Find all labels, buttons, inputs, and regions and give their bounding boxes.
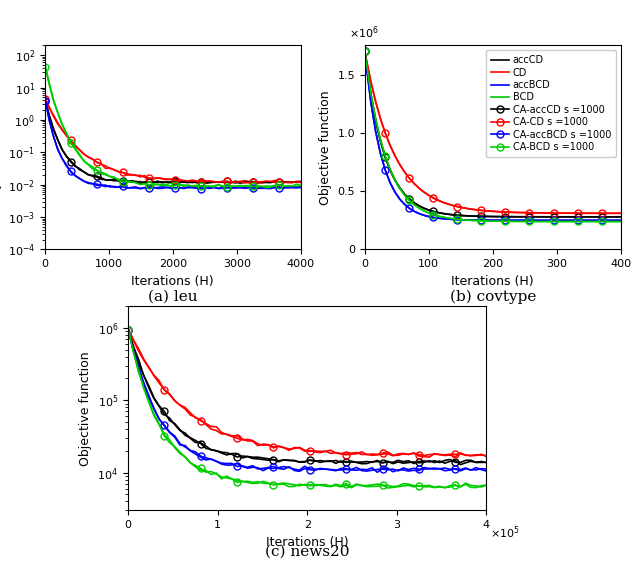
accCD xyxy=(387,167,394,174)
Line: CA-accBCD s =1000: CA-accBCD s =1000 xyxy=(362,48,624,224)
CD xyxy=(454,203,461,210)
CA-CD s =1000 xyxy=(420,189,428,196)
CA-CD s =1000 xyxy=(588,210,596,217)
CA-accCD s =1000 xyxy=(361,48,369,54)
accBCD xyxy=(454,216,461,223)
accBCD xyxy=(406,205,413,211)
accCD xyxy=(454,212,461,219)
CA-CD s =1000 xyxy=(406,175,413,181)
Text: (c) news20: (c) news20 xyxy=(265,544,349,558)
BCD xyxy=(387,166,394,173)
Text: $\times10^5$: $\times10^5$ xyxy=(490,524,520,541)
CA-CD s =1000 xyxy=(454,203,461,210)
BCD xyxy=(617,218,625,225)
BCD xyxy=(612,218,620,225)
CA-accBCD s =1000 xyxy=(406,205,413,211)
CD xyxy=(617,210,625,217)
CA-accBCD s =1000 xyxy=(361,48,369,54)
accBCD xyxy=(612,217,620,224)
CA-accBCD s =1000 xyxy=(387,179,394,186)
CA-accCD s =1000 xyxy=(617,213,625,220)
X-axis label: Iterations (H): Iterations (H) xyxy=(451,275,534,288)
CA-BCD s =1000 xyxy=(361,48,369,54)
CA-BCD s =1000 xyxy=(406,197,413,204)
CA-BCD s =1000 xyxy=(617,218,625,225)
Text: $\times10^6$: $\times10^6$ xyxy=(349,25,380,41)
X-axis label: Iterations (H): Iterations (H) xyxy=(131,275,214,288)
Line: accCD: accCD xyxy=(365,51,621,217)
CA-BCD s =1000 xyxy=(612,218,620,225)
CA-CD s =1000 xyxy=(387,142,394,149)
Y-axis label: Objective function: Objective function xyxy=(79,351,92,466)
accBCD xyxy=(617,217,625,224)
Text: (a) leu: (a) leu xyxy=(148,289,198,303)
Y-axis label: Objective function: Objective function xyxy=(0,90,2,205)
BCD xyxy=(454,216,461,223)
Line: CA-CD s =1000: CA-CD s =1000 xyxy=(362,48,624,217)
accCD xyxy=(588,213,596,220)
CD xyxy=(361,48,369,54)
accBCD xyxy=(361,48,369,54)
CA-accBCD s =1000 xyxy=(617,217,625,224)
CA-accCD s =1000 xyxy=(588,213,596,220)
CD xyxy=(420,189,428,196)
CA-BCD s =1000 xyxy=(387,166,394,173)
CA-accBCD s =1000 xyxy=(420,212,428,219)
Line: BCD: BCD xyxy=(365,51,621,222)
accCD xyxy=(406,196,413,202)
accCD xyxy=(612,213,620,220)
BCD xyxy=(420,208,428,214)
CD xyxy=(588,210,596,217)
accBCD xyxy=(387,179,394,186)
Line: CD: CD xyxy=(365,51,621,213)
CA-CD s =1000 xyxy=(612,210,620,217)
BCD xyxy=(588,218,596,225)
Line: CA-accCD s =1000: CA-accCD s =1000 xyxy=(362,48,624,221)
accBCD xyxy=(588,217,596,224)
CA-BCD s =1000 xyxy=(454,216,461,223)
BCD xyxy=(361,48,369,54)
Text: (b) covtype: (b) covtype xyxy=(450,289,536,303)
accCD xyxy=(617,213,625,220)
accCD xyxy=(361,48,369,54)
CA-accCD s =1000 xyxy=(454,212,461,219)
CA-BCD s =1000 xyxy=(420,208,428,214)
CA-accCD s =1000 xyxy=(612,213,620,220)
BCD xyxy=(406,197,413,204)
accCD xyxy=(420,205,428,211)
CA-BCD s =1000 xyxy=(588,218,596,225)
CD xyxy=(612,210,620,217)
CA-CD s =1000 xyxy=(617,210,625,217)
CA-accCD s =1000 xyxy=(420,205,428,211)
accBCD xyxy=(420,212,428,219)
CA-accBCD s =1000 xyxy=(588,217,596,224)
CD xyxy=(406,175,413,181)
Y-axis label: Objective function: Objective function xyxy=(319,90,332,205)
CA-accCD s =1000 xyxy=(406,196,413,202)
CA-CD s =1000 xyxy=(361,48,369,54)
Line: accBCD: accBCD xyxy=(365,51,621,221)
CD xyxy=(387,142,394,149)
CA-accBCD s =1000 xyxy=(454,216,461,223)
CA-accBCD s =1000 xyxy=(612,217,620,224)
Line: CA-BCD s =1000: CA-BCD s =1000 xyxy=(362,48,624,225)
X-axis label: Iterations (H): Iterations (H) xyxy=(266,536,349,549)
CA-accCD s =1000 xyxy=(387,167,394,174)
Legend: accCD, CD, accBCD, BCD, CA-accCD s =1000, CA-CD s =1000, CA-accBCD s =1000, CA-B: accCD, CD, accBCD, BCD, CA-accCD s =1000… xyxy=(486,50,616,157)
